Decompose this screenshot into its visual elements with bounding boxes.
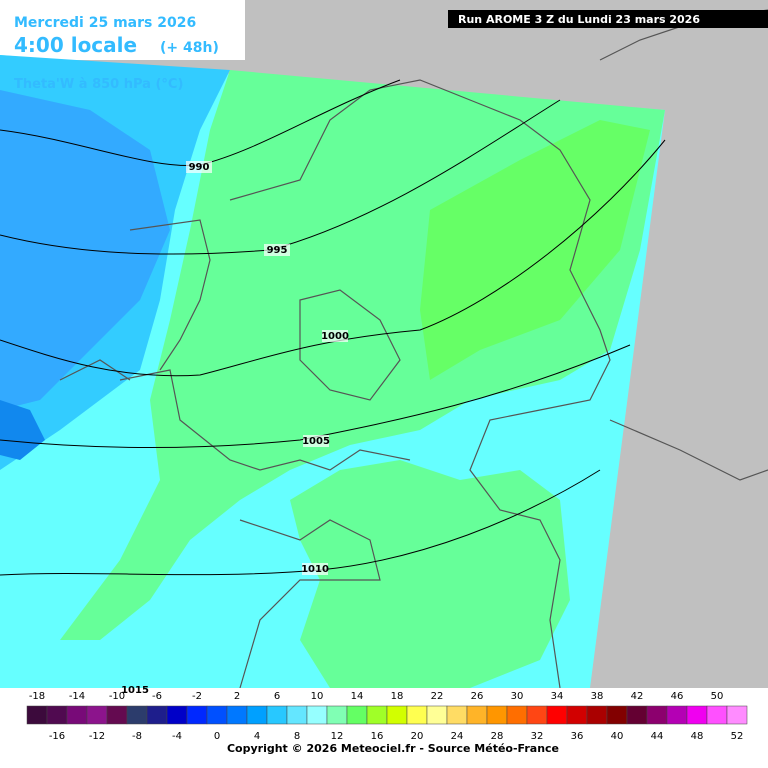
legend-value: -4 bbox=[172, 731, 182, 742]
legend-swatch bbox=[566, 705, 588, 725]
legend-value: 8 bbox=[294, 731, 300, 742]
legend-value: 14 bbox=[351, 691, 364, 702]
legend-swatch bbox=[346, 705, 368, 725]
run-background bbox=[448, 10, 768, 28]
legend-swatch bbox=[326, 705, 348, 725]
legend-value: 44 bbox=[651, 731, 664, 742]
legend-value: 12 bbox=[331, 731, 344, 742]
isobar-label-bg bbox=[322, 330, 348, 342]
legend-swatch bbox=[506, 705, 528, 725]
isobar-label-bg bbox=[302, 563, 328, 575]
borders bbox=[59, 9, 768, 689]
legend-swatch bbox=[286, 705, 308, 725]
legend-value: 22 bbox=[431, 691, 444, 702]
legend-value: -2 bbox=[192, 691, 202, 702]
legend-swatch bbox=[446, 705, 468, 725]
header-background bbox=[0, 0, 245, 60]
legend-swatch bbox=[666, 705, 688, 725]
legend-value: 30 bbox=[511, 691, 524, 702]
isobar-label-bg bbox=[186, 161, 212, 173]
legend-swatch bbox=[646, 705, 668, 725]
legend-swatch bbox=[366, 705, 388, 725]
legend-swatch bbox=[186, 705, 208, 725]
legend-value: -18 bbox=[29, 691, 45, 702]
legend-swatch bbox=[546, 705, 568, 725]
legend-value: 24 bbox=[451, 731, 464, 742]
isobar-label-bg bbox=[264, 244, 290, 256]
legend-swatch bbox=[626, 705, 648, 725]
forecast-lead: (+ 48h) bbox=[160, 40, 219, 56]
legend-swatch bbox=[306, 705, 328, 725]
legend-swatch bbox=[606, 705, 628, 725]
legend-value: 4 bbox=[254, 731, 260, 742]
legend-swatch bbox=[706, 705, 728, 725]
legend-value: 28 bbox=[491, 731, 504, 742]
legend-swatch bbox=[166, 705, 188, 725]
legend-swatch bbox=[126, 705, 148, 725]
legend-value: 18 bbox=[391, 691, 404, 702]
legend-swatch bbox=[686, 705, 708, 725]
legend-value: 46 bbox=[671, 691, 684, 702]
legend-swatch bbox=[26, 705, 48, 725]
forecast-time: 4:00 locale bbox=[14, 33, 137, 57]
isobar-label: 990 bbox=[189, 162, 210, 173]
legend-value: -8 bbox=[132, 731, 142, 742]
legend-swatch bbox=[226, 705, 248, 725]
legend-value: 32 bbox=[531, 731, 544, 742]
legend-swatch bbox=[586, 705, 608, 725]
isobar-label: 1015 bbox=[121, 685, 149, 696]
legend-swatch bbox=[246, 705, 268, 725]
legend-swatch bbox=[106, 705, 128, 725]
legend-swatch bbox=[486, 705, 508, 725]
legend-swatch bbox=[66, 705, 88, 725]
legend-value: 50 bbox=[711, 691, 724, 702]
legend-swatch bbox=[726, 705, 748, 725]
legend-value: 20 bbox=[411, 731, 424, 742]
legend-value: -14 bbox=[69, 691, 85, 702]
isobar-label: 995 bbox=[267, 245, 288, 256]
mild-area bbox=[290, 460, 570, 688]
legend-value: 0 bbox=[214, 731, 220, 742]
legend-value: 16 bbox=[371, 731, 384, 742]
legend-swatch bbox=[206, 705, 228, 725]
isobar-label-bg bbox=[303, 435, 329, 447]
legend-swatch bbox=[406, 705, 428, 725]
legend-value: 52 bbox=[731, 731, 744, 742]
isobar-label: 1005 bbox=[302, 436, 330, 447]
legend-value: 42 bbox=[631, 691, 644, 702]
copyright: Copyright © 2026 Meteociel.fr - Source M… bbox=[227, 742, 559, 755]
warm-area bbox=[420, 120, 650, 380]
cold-core bbox=[0, 400, 45, 460]
legend-background bbox=[0, 688, 768, 768]
legend-value: 48 bbox=[691, 731, 704, 742]
legend-swatch bbox=[466, 705, 488, 725]
legend-value: 40 bbox=[611, 731, 624, 742]
legend-swatch bbox=[386, 705, 408, 725]
legend-value: 2 bbox=[234, 691, 240, 702]
legend-value: 10 bbox=[311, 691, 324, 702]
legend-value: 38 bbox=[591, 691, 604, 702]
legend-value: 34 bbox=[551, 691, 564, 702]
legend-value: 26 bbox=[471, 691, 484, 702]
legend-swatch bbox=[86, 705, 108, 725]
legend-value: 36 bbox=[571, 731, 584, 742]
legend-value: -12 bbox=[89, 731, 105, 742]
variable-name: Theta'W à 850 hPa (°C) bbox=[14, 77, 183, 92]
legend-swatch bbox=[146, 705, 168, 725]
legend-swatch bbox=[46, 705, 68, 725]
legend-value: -6 bbox=[152, 691, 162, 702]
legend-value: -10 bbox=[109, 691, 125, 702]
isobar-label: 1000 bbox=[321, 331, 349, 342]
legend-swatch bbox=[266, 705, 288, 725]
legend-value: -16 bbox=[49, 731, 65, 742]
legend-value: 6 bbox=[274, 691, 280, 702]
run-info: Run AROME 3 Z du Lundi 23 mars 2026 bbox=[458, 13, 700, 26]
legend-swatch bbox=[526, 705, 548, 725]
forecast-date: Mercredi 25 mars 2026 bbox=[14, 15, 196, 31]
legend-swatch bbox=[426, 705, 448, 725]
isobar-label: 1010 bbox=[301, 564, 329, 575]
